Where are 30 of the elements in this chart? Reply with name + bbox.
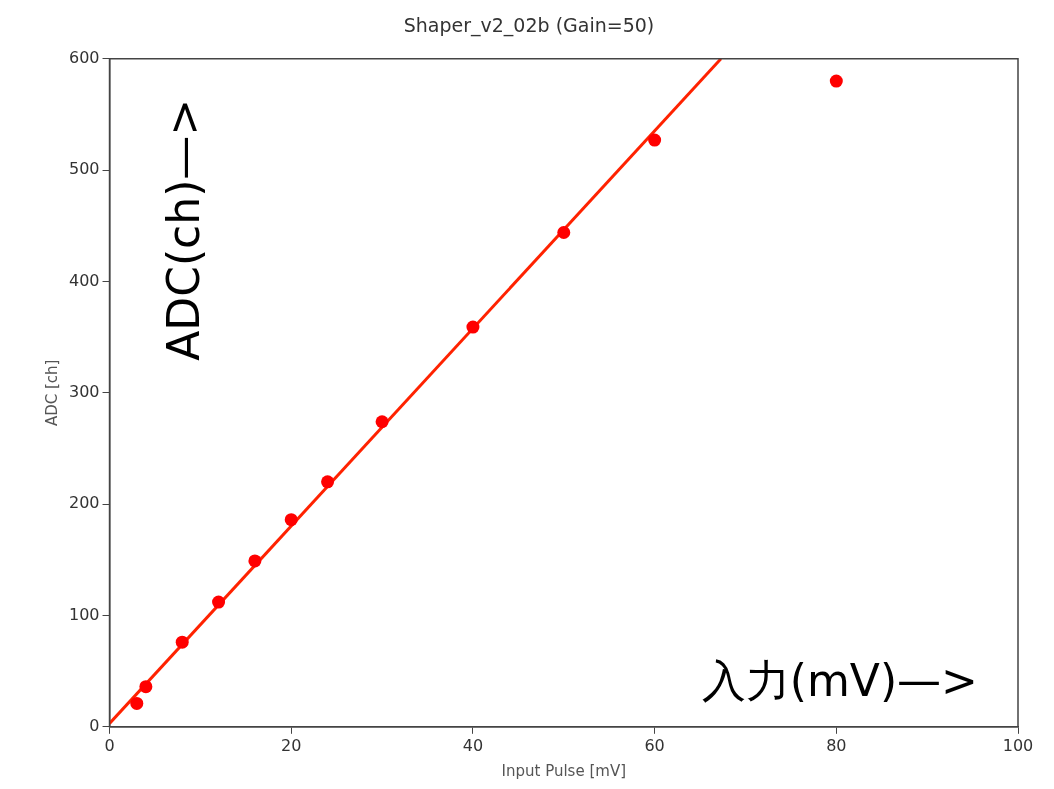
point [557, 225, 571, 239]
point [829, 74, 843, 88]
x-tick-label: 100 [1002, 735, 1034, 755]
point [648, 133, 662, 147]
y-tick-label: 400 [68, 270, 100, 290]
x-tick-label: 0 [104, 735, 115, 755]
point [375, 415, 389, 429]
point [139, 680, 153, 694]
point [175, 635, 189, 649]
x-tick-label: 40 [462, 735, 484, 755]
annotation: ADC(ch)—> [157, 98, 209, 361]
x-tick-label: 80 [826, 735, 847, 755]
point [212, 595, 226, 609]
point [284, 513, 298, 527]
x-tick-label: 60 [644, 735, 665, 755]
point [321, 475, 335, 489]
point [248, 554, 262, 568]
y-axis-title: ADC [ch] [42, 359, 61, 427]
y-tick-label: 300 [68, 381, 100, 401]
point [130, 696, 144, 710]
y-tick-label: 600 [68, 47, 100, 67]
chart-title: Shaper_v2_02b (Gain=50) [403, 14, 655, 38]
y-tick-label: 100 [68, 604, 100, 624]
y-tick-label: 200 [68, 493, 100, 513]
x-axis-title: Input Pulse [mV] [501, 761, 626, 780]
point [466, 320, 480, 334]
y-tick-label: 0 [89, 715, 100, 735]
y-tick-label: 500 [68, 159, 100, 179]
x-tick-label: 20 [281, 735, 302, 755]
annotation: 入力(mV)—> [701, 655, 978, 707]
